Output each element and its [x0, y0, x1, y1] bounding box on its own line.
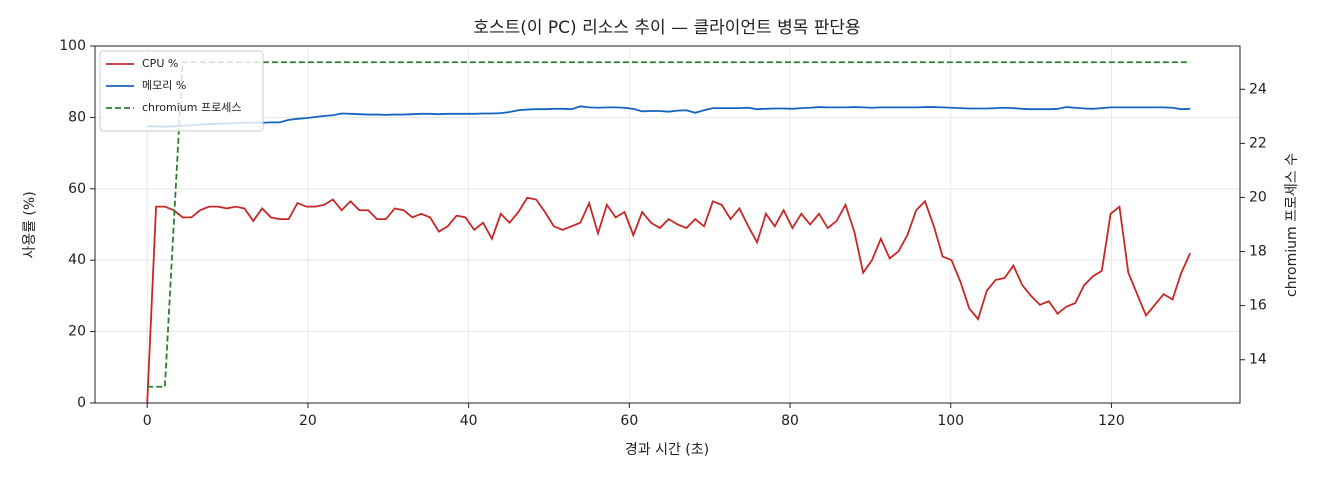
series-line	[147, 61, 1191, 388]
y-tick-label: 20	[68, 324, 86, 340]
y2-tick-label: 20	[1249, 189, 1267, 205]
legend-box	[99, 50, 264, 132]
x-tick-label: 20	[299, 413, 317, 429]
y-tick-label: 0	[77, 395, 86, 411]
y2-tick-label: 24	[1249, 81, 1267, 97]
y-axis-label: 사용률 (%)	[22, 191, 38, 258]
legend-label: 메모리 %	[142, 79, 186, 92]
x-axis-label: 경과 시간 (초)	[625, 442, 709, 458]
series-line	[146, 196, 1192, 404]
x-tick-label: 80	[781, 413, 799, 429]
y2-axis-label: chromium 프로세스 수	[1284, 153, 1300, 297]
y-tick-label: 60	[68, 181, 86, 197]
plot-frame	[94, 45, 1241, 404]
series-line	[147, 105, 1191, 128]
y2-tick-label: 18	[1249, 244, 1267, 260]
y-tick-label: 80	[68, 109, 86, 125]
x-tick-label: 120	[1098, 413, 1125, 429]
x-tick-label: 0	[143, 413, 152, 429]
y2-tick-label: 14	[1249, 352, 1267, 368]
y-tick-label: 40	[68, 252, 86, 268]
x-tick-label: 60	[620, 413, 638, 429]
y-tick-label: 100	[59, 38, 86, 54]
x-tick-label: 40	[460, 413, 478, 429]
legend-label: chromium 프로세스	[142, 101, 241, 114]
y2-tick-label: 22	[1249, 135, 1267, 151]
legend-label: CPU %	[142, 57, 178, 70]
legend: CPU % 메모리 % chromium 프로세스	[99, 50, 264, 132]
x-tick-label: 100	[937, 413, 964, 429]
chart-title: 호스트(이 PC) 리소스 추이 — 클라이언트 병목 판단용	[473, 18, 860, 38]
y2-tick-label: 16	[1249, 298, 1267, 314]
